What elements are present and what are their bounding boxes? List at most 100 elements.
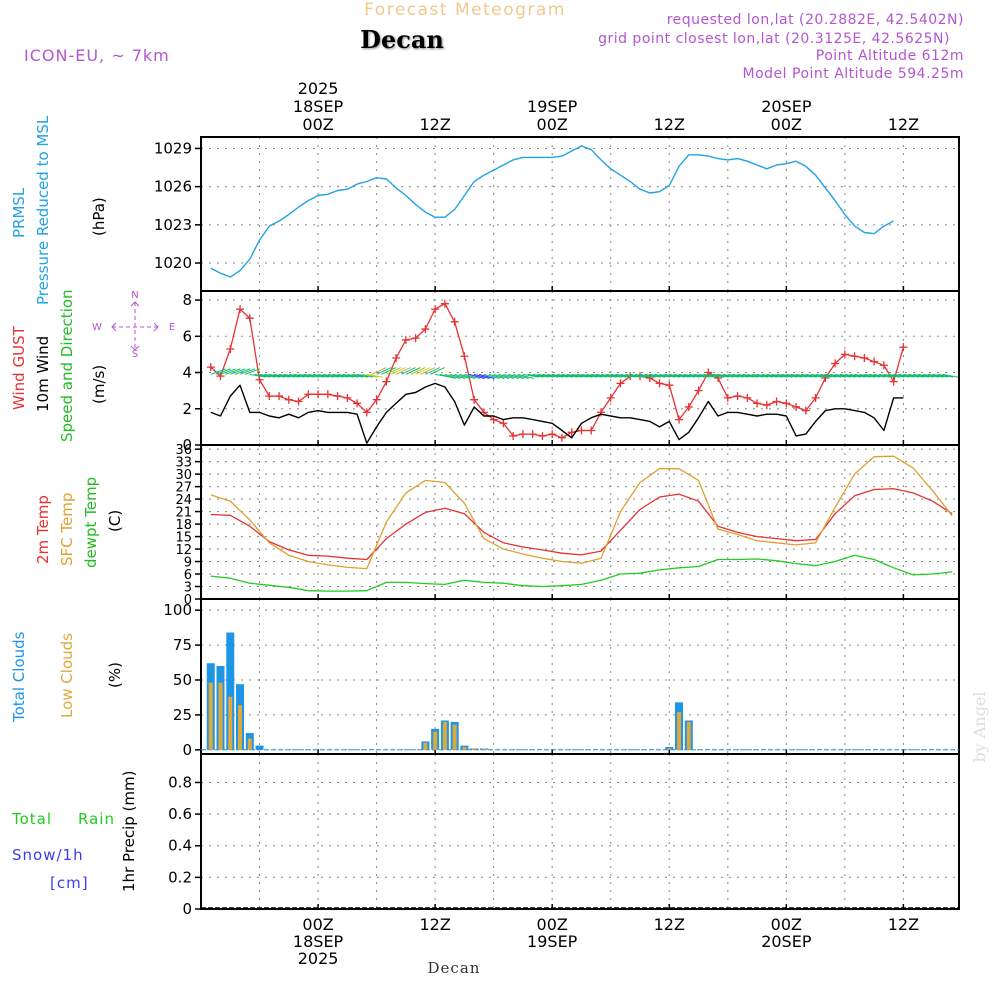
wind-direction-arrow [274,373,291,378]
wind-direction-arrow [922,373,939,378]
gust-marker [899,343,908,352]
precip-side-labels: Total Rain Snow/1h [cm] 1hr Precip (mm) [11,771,138,892]
wind-direction-arrow [317,373,334,378]
wind-direction-arrow [425,367,441,375]
wind-direction-arrow [278,373,295,378]
wind-direction-arrow [815,373,832,378]
wind-direction-arrow [654,373,671,378]
low-cloud-bar [208,682,213,750]
gust-marker [275,392,284,401]
wind-direction-arrow [391,367,406,375]
gust-marker [362,408,371,417]
wind-direction-arrow [517,373,534,379]
gust-marker [245,314,254,323]
wind-direction-arrow [269,373,286,378]
wind-direction-arrow [898,373,915,378]
precip-panel: 0 0.2 0.4 0.6 0.8 [168,753,960,918]
bottom-time-label: 00Z [771,915,802,934]
wind-direction-arrow [683,373,700,378]
panel-frame [200,753,960,910]
wind-direction-arrow [810,373,827,378]
wind-direction-arrow [449,373,466,379]
low-cloud-bar [686,721,691,750]
wind-direction-arrow [220,368,236,375]
wind-direction-arrow [596,373,612,378]
wind-direction-arrow [771,373,788,378]
wind10m-label: 10m Wind [34,336,52,412]
y-tick-label: 0 [182,900,192,918]
wind-direction-arrow [776,373,793,378]
gust-marker [606,393,615,402]
gust-marker [675,415,684,424]
y-tick-label: 50 [173,671,192,689]
gust-marker [782,399,791,408]
wind-direction-arrow [669,373,686,378]
top-time-label: 00Z [302,115,333,134]
y-tick-label: 21 [175,506,192,521]
gust-marker [528,430,537,439]
panel-frame [200,444,960,600]
wind-direction-arrow [927,373,944,378]
requested-coords: requested lon,lat (20.2882E, 42.5402N) [667,12,964,28]
compass-east: E [169,322,175,333]
gust-marker [489,415,498,424]
wind-direction-arrow [542,373,559,378]
wind-direction-arrow [371,367,387,375]
temperature-side-labels: 2m Temp SFC Temp dewpt Temp (C) [34,477,124,568]
gust-marker [840,350,849,359]
gust-marker [333,392,342,401]
wind-direction-arrow [395,367,411,375]
wind-direction-arrow [552,373,569,378]
wind-direction-arrow [917,373,934,378]
watermark: by Angel [970,691,989,762]
celsius-label: (C) [106,510,124,532]
gust-marker [801,406,810,415]
hpa-label: (hPa) [90,197,108,236]
pressure-panel: 1020 1023 1026 1029 [154,136,960,292]
wind-direction-arrow [459,373,476,379]
wind-direction-arrow [942,373,959,378]
y-tick-label: 75 [173,636,192,654]
wind-direction-arrow [620,373,637,378]
pressure-msl-label: Pressure Reduced to MSL [34,115,52,305]
wind-direction-arrow [883,373,900,378]
top-time-label: 2025 [298,79,339,98]
wind-direction-arrow [722,373,739,378]
y-tick-label: 0.4 [168,837,192,855]
y-tick-label: 15 [175,531,192,546]
wind-direction-arrow [556,373,573,378]
y-tick-label: 2 [182,400,192,418]
wind-direction-arrow [874,373,890,378]
gust-marker [811,393,820,402]
top-time-label: 12Z [888,115,919,134]
wind-direction-arrow [600,373,617,378]
wind-direction-arrow [376,367,392,375]
wind-direction-arrow [576,373,593,378]
wind-direction-arrow [737,373,754,378]
grid-point-coords: grid point closest lon,lat (20.3125E, 42… [598,31,950,47]
wind-direction-arrow [210,368,226,375]
gust-marker [548,430,557,439]
wind-direction-arrow [337,373,354,378]
wind-direction-arrow [795,373,812,378]
gust-marker [294,397,303,406]
y-tick-label: 36 [175,443,192,458]
wind-direction-arrow [844,373,861,378]
gust-marker [684,402,693,411]
wind-direction-arrow [361,373,378,378]
wind-direction-arrow [937,373,954,378]
gust-marker [372,395,381,404]
point-altitude: Point Altitude 612m [816,48,964,64]
bottom-time-label: 12Z [654,915,685,934]
wind-direction-arrow [625,373,642,378]
wind-direction-arrow [244,368,261,375]
gust-line [210,303,905,439]
wind-direction-arrow [264,373,281,378]
gust-marker [382,377,391,386]
wind-direction-arrow [283,373,300,378]
wind-direction-arrow [537,373,554,378]
rain-label: Rain [78,810,115,828]
wind-direction-arrow [464,373,480,379]
low-cloud-bar [472,748,477,750]
precip-ylabel: 1hr Precip (mm) [120,771,138,892]
